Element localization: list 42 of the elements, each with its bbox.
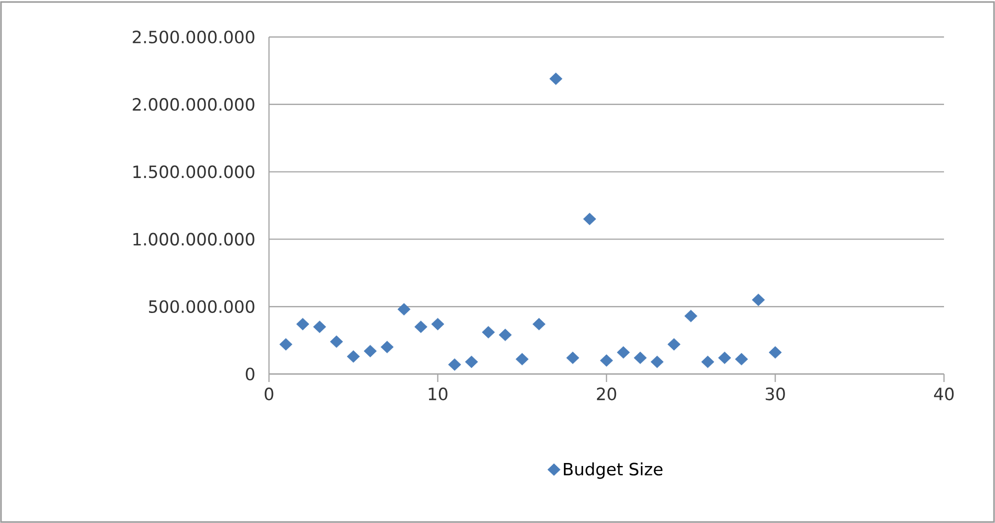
- point: [330, 335, 343, 348]
- point: [616, 346, 630, 359]
- point: [279, 338, 292, 351]
- y-tick-label: 500.000.000: [149, 300, 254, 313]
- point: [364, 344, 377, 358]
- x-tick-label: 10: [428, 388, 448, 400]
- point: [752, 294, 765, 306]
- point: [566, 352, 580, 364]
- point: [482, 326, 495, 338]
- y-tick-label: 1.500.000.000: [133, 165, 254, 178]
- point: [313, 320, 326, 334]
- x-tick-label: 30: [766, 388, 785, 400]
- point: [768, 346, 782, 359]
- point: [414, 320, 428, 334]
- x-tick-label: 0: [264, 388, 274, 400]
- x-tick-label: 20: [596, 388, 616, 400]
- y-tick-label: 0: [246, 368, 254, 380]
- point: [583, 212, 596, 226]
- point: [600, 354, 613, 367]
- point: [448, 358, 462, 371]
- point: [549, 72, 562, 85]
- y-tick-label: 2.500.000.000: [132, 30, 254, 44]
- point: [701, 356, 714, 368]
- point: [634, 352, 647, 364]
- point: [735, 352, 748, 366]
- legend-label: Budget Size: [564, 462, 662, 479]
- x-tick-label: 40: [934, 388, 954, 400]
- point: [668, 338, 680, 351]
- point: [465, 356, 478, 368]
- y-tick-label: 1.000.000.000: [133, 232, 254, 246]
- point: [684, 310, 698, 322]
- point: [650, 356, 664, 368]
- point: [516, 352, 529, 366]
- point: [380, 340, 394, 354]
- point: [498, 328, 512, 342]
- point: [346, 350, 360, 363]
- y-tick-label: 2.000.000.000: [132, 98, 254, 111]
- point: [532, 318, 546, 330]
- point: [296, 318, 310, 330]
- point: [718, 352, 732, 364]
- point: [398, 303, 410, 316]
- point: [431, 318, 444, 330]
